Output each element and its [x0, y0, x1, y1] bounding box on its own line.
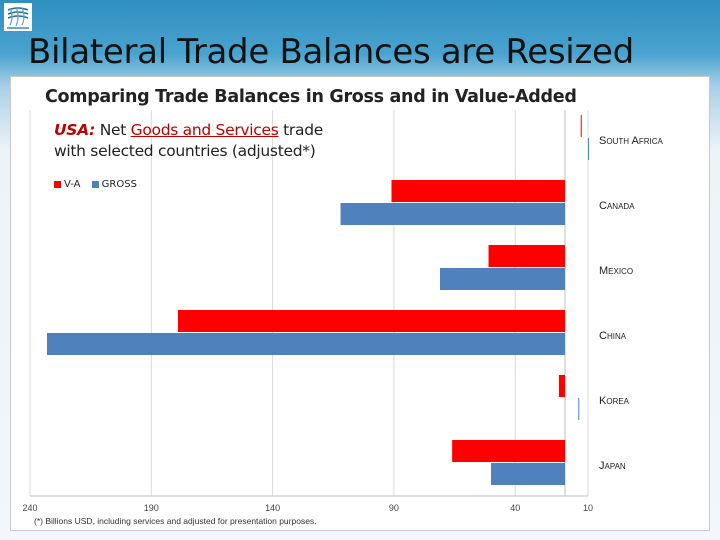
chart-legend: V-A GROSS: [54, 179, 145, 190]
category-label-canada: CANADA: [599, 200, 635, 212]
bar-v-a-mexico: [488, 245, 565, 267]
x-tick-label: 90: [389, 503, 399, 513]
bar-v-a-south-africa: [580, 115, 582, 137]
category-label-japan: JAPAN: [599, 460, 626, 472]
x-tick-label: 240: [22, 503, 37, 513]
category-label-mexico: MEXICO: [599, 265, 633, 277]
bar-v-a-canada: [391, 180, 565, 202]
subtitle-net: Net: [99, 121, 127, 139]
chart-frame: [10, 76, 710, 531]
category-label-korea: KOREA: [599, 395, 630, 407]
category-label-china: CHINA: [599, 330, 627, 342]
slide-title: Bilateral Trade Balances are Resized: [28, 32, 634, 72]
chart-title: Comparing Trade Balances in Gross and in…: [45, 87, 577, 107]
legend-item-gross: GROSS: [91, 179, 137, 190]
subtitle-highlight: Goods and Services: [130, 121, 279, 139]
bar-v-a-korea: [558, 375, 565, 397]
bar-v-a-china: [177, 310, 565, 332]
x-tick-label: 40: [510, 503, 520, 513]
bar-gross-mexico: [440, 268, 565, 290]
bar-gross-japan: [490, 463, 565, 485]
bar-v-a-japan: [452, 440, 565, 462]
chart-footnote: (*) Billions USD, including services and…: [34, 516, 317, 526]
wto-logo-icon: [4, 3, 32, 31]
legend-label-va: V-A: [64, 179, 81, 190]
subtitle-rest: trade with selected countries (adjusted*…: [54, 121, 323, 160]
x-tick-label: 10: [583, 503, 593, 513]
x-tick-label: 190: [144, 503, 159, 513]
bar-gross-china: [46, 333, 566, 355]
legend-swatch-va: [54, 180, 61, 188]
legend-label-gross: GROSS: [101, 179, 137, 190]
category-label-south-africa: SOUTH AFRICA: [599, 135, 663, 147]
bar-gross-canada: [340, 203, 565, 225]
chart-subtitle: USA: Net Goods and Services trade with s…: [54, 120, 354, 162]
legend-item-va: V-A: [54, 179, 80, 190]
bar-gross-korea: [578, 398, 580, 420]
legend-swatch-gross: [91, 180, 99, 188]
subtitle-country: USA:: [54, 121, 96, 139]
x-tick-label: 140: [265, 503, 280, 513]
bar-gross-south-africa: [588, 138, 589, 160]
